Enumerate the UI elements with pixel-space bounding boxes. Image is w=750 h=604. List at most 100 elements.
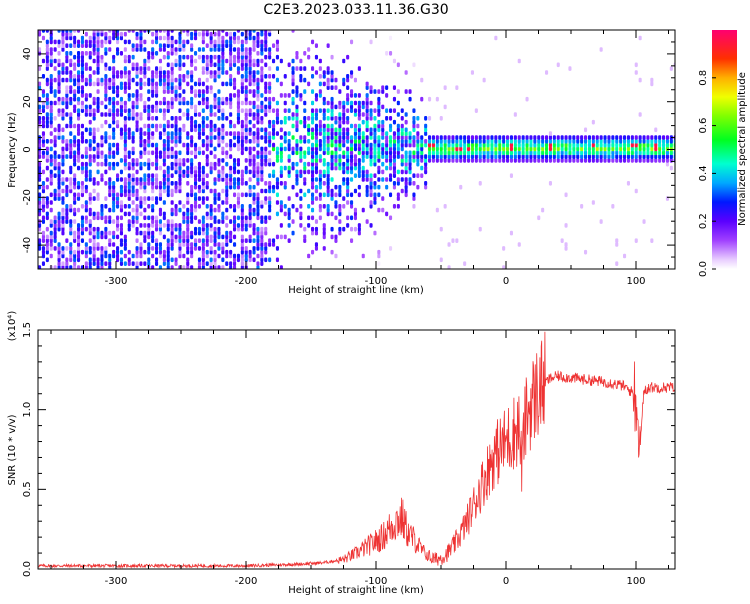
heatmap-cell — [49, 131, 53, 136]
heatmap-cell — [229, 58, 233, 64]
heatmap-cell — [260, 169, 264, 175]
heatmap-cell — [233, 161, 237, 167]
heatmap-cell — [260, 249, 264, 255]
heatmap-cell — [139, 253, 143, 259]
heatmap-cell — [170, 223, 174, 228]
snr-plot-area — [38, 331, 675, 569]
heatmap-cell — [38, 242, 42, 247]
heatmap-cell — [194, 123, 198, 129]
heatmap-cell — [186, 81, 190, 87]
heatmap-cell — [170, 230, 174, 236]
heatmap-cell — [314, 161, 318, 167]
heatmap-cell — [229, 204, 233, 209]
heatmap-cell — [194, 207, 198, 213]
heatmap-cell — [174, 188, 178, 194]
heatmap-cell — [392, 146, 396, 152]
heatmap-cell — [170, 47, 174, 52]
heatmap-cell — [182, 158, 186, 163]
heatmap-cell — [65, 207, 69, 213]
heatmap-cell — [342, 81, 346, 87]
heatmap-cell — [568, 158, 572, 163]
heatmap-cell — [123, 139, 127, 144]
heatmap-cell — [334, 234, 338, 240]
heatmap-cell — [73, 181, 77, 186]
heatmap-cell — [170, 30, 174, 33]
heatmap-cell — [73, 93, 77, 98]
heatmap-cell — [217, 234, 221, 240]
heatmap-cell — [521, 158, 525, 163]
heatmap-cell — [194, 31, 198, 37]
heatmap-cell — [100, 100, 104, 106]
heatmap-cell — [186, 181, 190, 186]
heatmap-cell — [131, 146, 135, 152]
heatmap-cell — [638, 35, 642, 41]
heatmap-cell — [166, 154, 170, 159]
heatmap-cell — [88, 219, 92, 224]
heatmap-cell — [139, 70, 143, 75]
heatmap-cell — [221, 158, 225, 163]
heatmap-cell — [127, 165, 131, 171]
heatmap-cell — [143, 177, 147, 182]
heatmap-cell — [268, 81, 272, 87]
heatmap-cell — [53, 116, 57, 121]
heatmap-cell — [373, 184, 377, 190]
heatmap-cell — [190, 123, 194, 129]
heatmap-cell — [123, 104, 127, 110]
heatmap-cell — [252, 139, 256, 144]
heatmap-cell — [104, 31, 108, 37]
heatmap-cell — [186, 234, 190, 240]
heatmap-cell — [521, 146, 525, 152]
heatmap-cell — [100, 43, 104, 48]
heatmap-cell — [330, 74, 334, 79]
heatmap-cell — [662, 139, 666, 144]
heatmap-cell — [65, 112, 69, 117]
heatmap-cell — [264, 127, 268, 133]
heatmap-cell — [529, 150, 533, 156]
heatmap-cell — [127, 223, 131, 228]
heatmap-cell — [260, 246, 264, 251]
heatmap-cell — [178, 43, 182, 48]
heatmap-cell — [244, 54, 248, 60]
heatmap-cell — [385, 211, 389, 217]
heatmap-cell — [190, 242, 194, 247]
heatmap-cell — [272, 146, 276, 152]
heatmap-cell — [77, 146, 81, 152]
heatmap-cell — [49, 123, 53, 129]
heatmap-cell — [209, 39, 213, 45]
heatmap-cell — [131, 116, 135, 121]
heatmap-cell — [599, 142, 603, 148]
heatmap-cell — [229, 142, 233, 148]
heatmap-cell — [369, 131, 373, 136]
heatmap-cell — [221, 54, 225, 60]
heatmap-cell — [498, 142, 502, 148]
heatmap-cell — [283, 234, 287, 240]
heatmap-cell — [57, 165, 61, 171]
heatmap-cell — [174, 119, 178, 125]
heatmap-cell — [127, 257, 131, 263]
heatmap-cell — [77, 150, 81, 156]
heatmap-cell — [77, 62, 81, 68]
heatmap-cell — [233, 35, 237, 41]
heatmap-cell — [221, 188, 225, 194]
heatmap-cell — [205, 215, 209, 221]
heatmap-cell — [268, 119, 272, 125]
heatmap-cell — [151, 207, 155, 213]
heatmap-cell — [84, 104, 88, 110]
heatmap-cell — [240, 204, 244, 209]
heatmap-cell — [162, 161, 166, 167]
heatmap-cell — [65, 51, 69, 56]
heatmap-cell — [252, 196, 256, 201]
heatmap-cell — [404, 139, 408, 144]
heatmap-cell — [303, 135, 307, 140]
heatmap-cell — [322, 173, 326, 178]
heatmap-cell — [135, 177, 139, 182]
heatmap-cell — [80, 89, 84, 94]
heatmap-cell — [170, 66, 174, 71]
heatmap-cell — [236, 93, 240, 98]
heatmap-cell — [131, 77, 135, 83]
heatmap-cell — [615, 135, 619, 140]
heatmap-cell — [322, 123, 326, 129]
heatmap-cell — [353, 188, 357, 194]
heatmap-cell — [209, 215, 213, 221]
heatmap-cell — [369, 127, 373, 133]
